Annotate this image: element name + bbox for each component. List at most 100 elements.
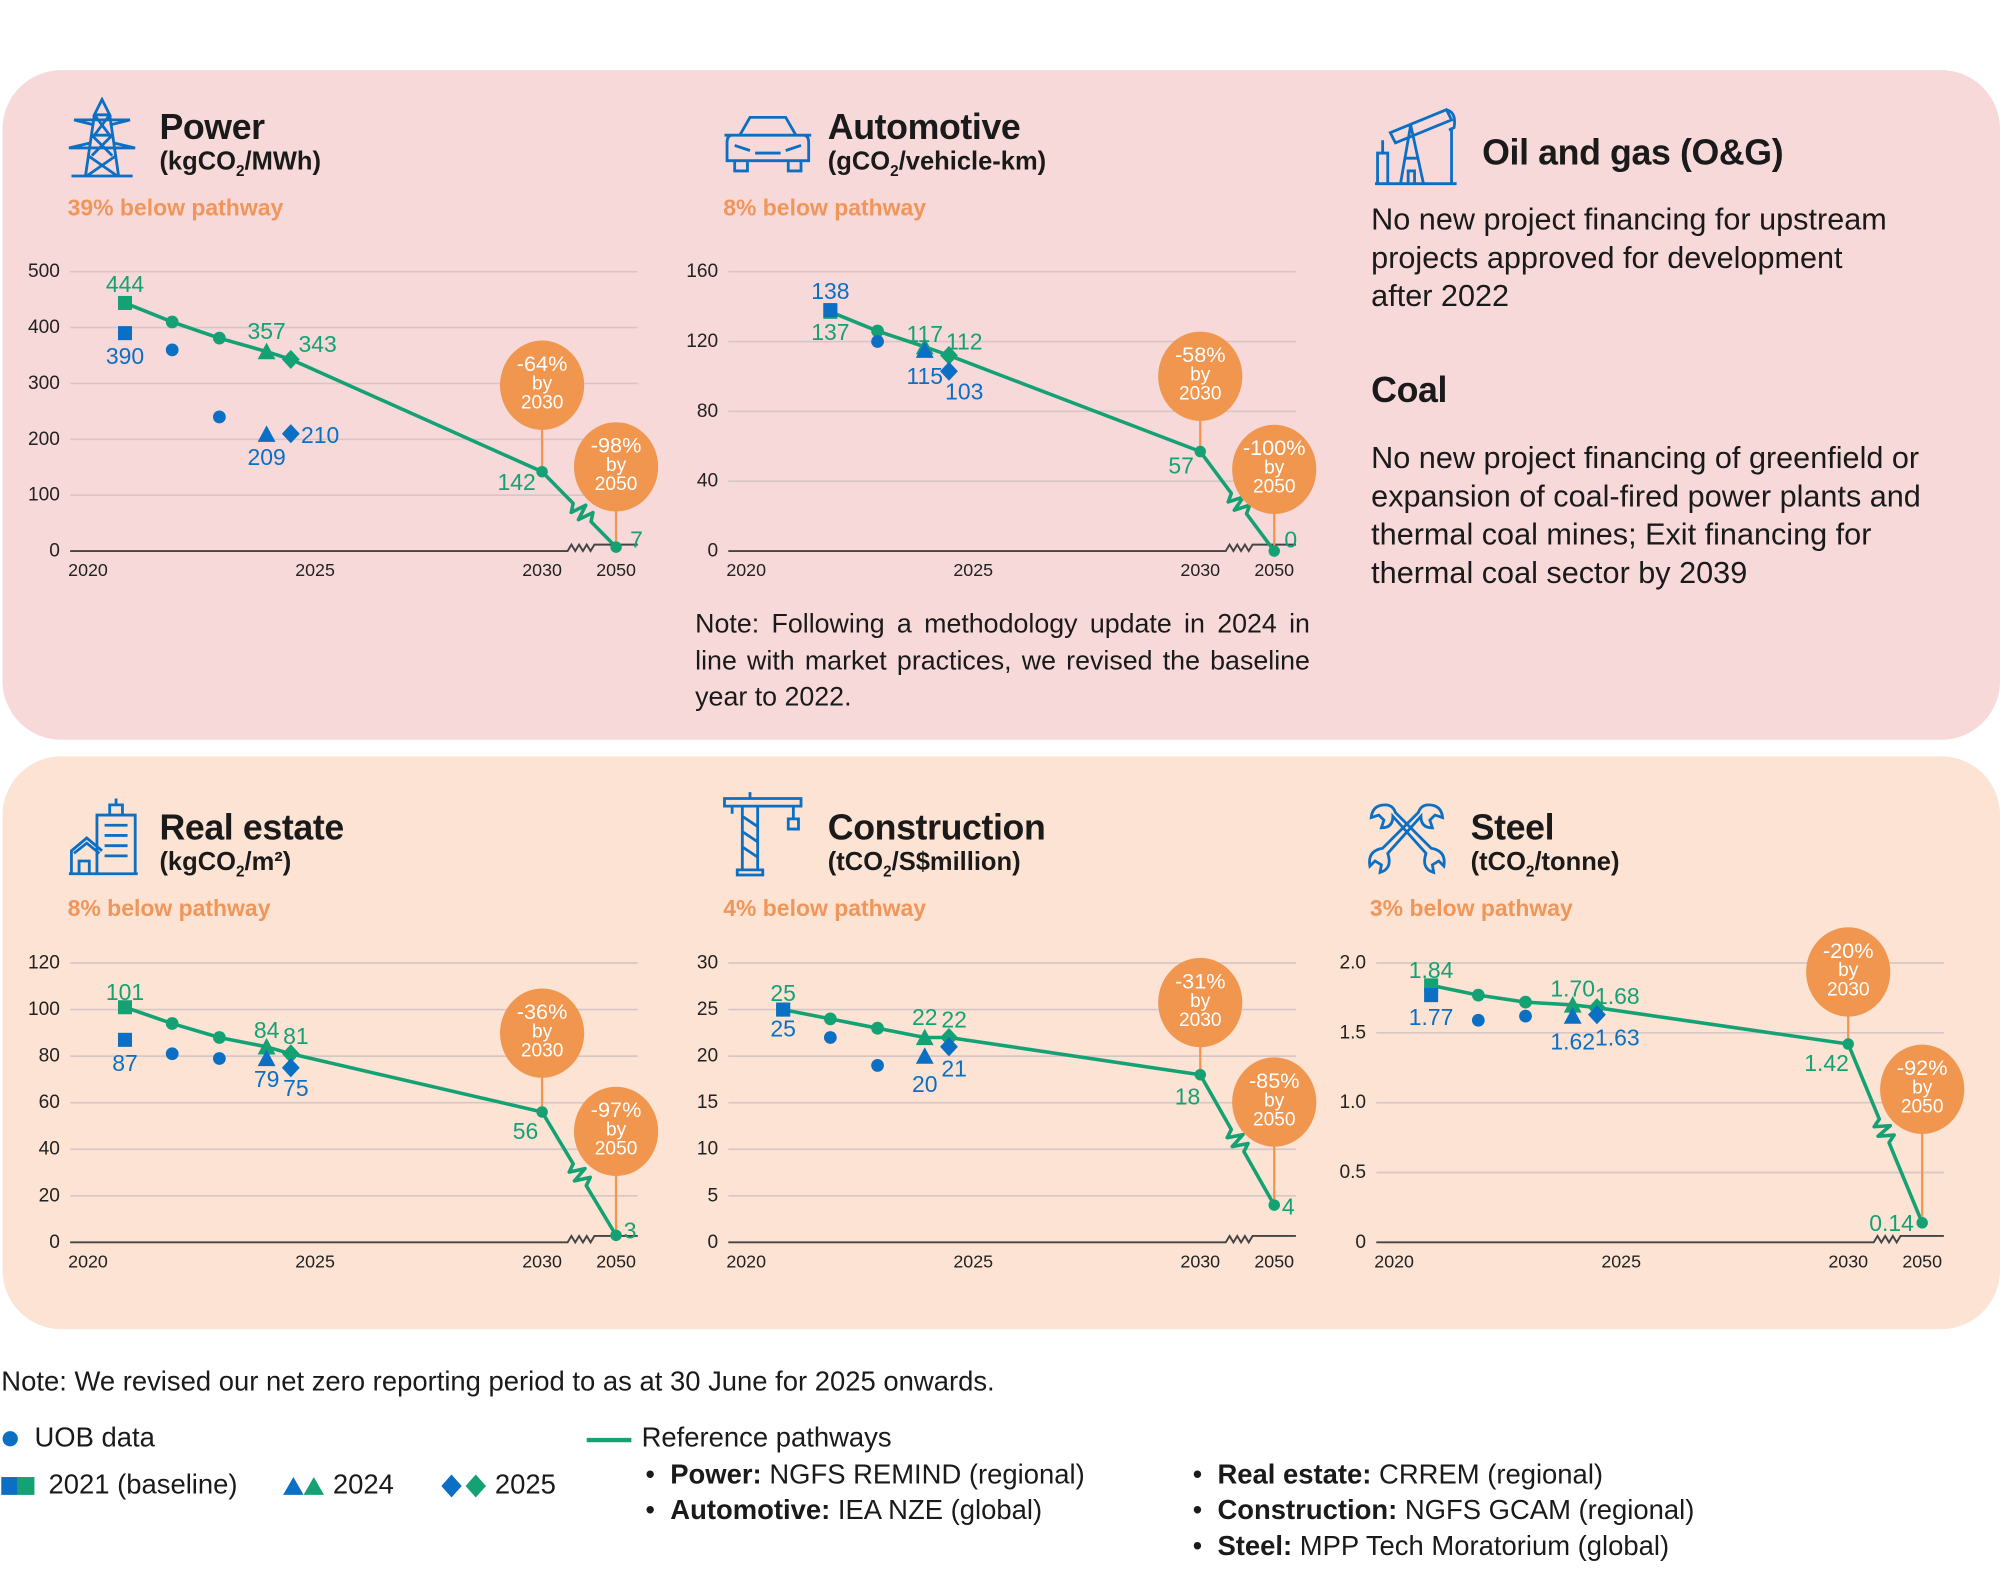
- y-tick-label: 80: [39, 1046, 60, 1067]
- badge-2030-value: -64%: [517, 351, 568, 376]
- uob-point-2024: [257, 425, 276, 442]
- construction-below-pathway: 4% below pathway: [723, 895, 927, 921]
- y-tick-label: 40: [39, 1139, 60, 1160]
- badge-2030-year: 2030: [1179, 384, 1222, 405]
- pathway-label-2024: 357: [247, 318, 285, 344]
- car-icon: [724, 115, 812, 173]
- y-tick-label: 80: [697, 401, 718, 422]
- pathway-label-2025: 1.68: [1595, 983, 1640, 1009]
- uob-label-2024: 79: [254, 1066, 280, 1092]
- uob-point-2021: [1424, 988, 1439, 1003]
- y-tick-label: 5: [707, 1185, 718, 1206]
- ref-automotive: • Automotive: IEA NZE (global): [645, 1494, 1043, 1526]
- power-below-pathway: 39% below pathway: [67, 195, 284, 221]
- pathway-label-2025: 112: [946, 328, 983, 354]
- power-unit: (kgCO2/MWh): [159, 147, 322, 180]
- ref-construction: • Construction: NGFS GCAM (regional): [1192, 1494, 1695, 1526]
- y-tick-label: 160: [686, 261, 718, 282]
- pathway-point-2030: [536, 1106, 548, 1118]
- x-tick-label: 2025: [953, 560, 993, 580]
- y-tick-label: 20: [697, 1046, 718, 1067]
- badge-2030-year: 2030: [1827, 979, 1870, 1000]
- x-tick-label: 2030: [522, 560, 562, 580]
- x-tick-label: 2050: [1902, 1251, 1942, 1271]
- badge-2030-value: -31%: [1175, 968, 1226, 993]
- pathway-point-2023: [871, 1021, 884, 1035]
- coal-text: No new project financing of greenfield o…: [1371, 441, 1921, 591]
- x-tick-label: 2050: [1254, 560, 1294, 580]
- pathway-label-2050: 3: [624, 1217, 637, 1243]
- uob-label-2025: 75: [283, 1075, 309, 1101]
- badge-2050-year: 2050: [1253, 1109, 1296, 1130]
- badge-2030-by: by: [1190, 364, 1211, 385]
- y-tick-label: 0: [49, 1232, 60, 1253]
- pathway-point-2050: [1268, 545, 1280, 557]
- uob-point-2022: [1471, 1013, 1485, 1027]
- pathway-label-2030: 142: [497, 469, 535, 495]
- pathway-point-2050: [1268, 1199, 1280, 1211]
- steel-below-pathway: 3% below pathway: [1369, 895, 1573, 921]
- badge-2050-by: by: [606, 1120, 627, 1141]
- triangle-green-icon: [303, 1477, 324, 1495]
- pathway-label-2024: 1.70: [1550, 975, 1595, 1001]
- badge-2050: [573, 422, 659, 512]
- badge-2030-by: by: [532, 373, 553, 394]
- uob-label-2021: 25: [770, 1016, 796, 1042]
- uob-point-2022: [823, 303, 838, 318]
- legend-baseline: 2021 (baseline): [48, 1469, 238, 1500]
- badge-2030: [1806, 927, 1891, 1017]
- pathway-label-2021: 1.84: [1409, 957, 1454, 983]
- pathway-label-2021: 25: [770, 980, 796, 1006]
- uob-label-2025: 1.63: [1595, 1025, 1640, 1051]
- badge-2050-value: -85%: [1249, 1068, 1300, 1093]
- uob-label-2021: 390: [106, 343, 144, 369]
- y-tick-label: 10: [697, 1139, 718, 1160]
- uob-point-2024: [257, 1049, 276, 1067]
- badge-2030-year: 2030: [521, 393, 564, 414]
- diamond-blue-icon: [441, 1474, 462, 1498]
- steel-title: Steel: [1470, 807, 1555, 847]
- pathway-point-2023: [213, 331, 226, 345]
- x-tick-label: 2025: [1601, 1251, 1641, 1271]
- ref-power: • Power: NGFS REMIND (regional): [645, 1459, 1085, 1490]
- x-tick-label: 2020: [1374, 1251, 1414, 1271]
- x-tick-label: 2025: [295, 560, 335, 580]
- y-tick-label: 200: [28, 429, 60, 450]
- automotive-below-pathway: 8% below pathway: [723, 195, 927, 221]
- badge-2050-year: 2050: [595, 474, 638, 495]
- x-tick-label: 2030: [522, 1251, 562, 1271]
- y-tick-label: 1.5: [1339, 1022, 1366, 1043]
- pathway-label-2025: 22: [941, 1007, 967, 1033]
- top-panel: [2, 70, 2000, 740]
- badge-2050: [1232, 424, 1317, 515]
- construction-title: Construction: [827, 807, 1046, 847]
- x-tick-label: 2020: [68, 1251, 108, 1271]
- building-icon: [68, 798, 138, 876]
- power-title: Power: [159, 107, 265, 147]
- x-tick-label: 2030: [1180, 560, 1220, 580]
- y-tick-label: 2.0: [1339, 953, 1366, 974]
- uob-label-2024: 209: [247, 444, 285, 470]
- x-tick-label: 2030: [1180, 1251, 1220, 1271]
- automotive-note: Note: Following a methodology update in …: [695, 609, 1310, 712]
- uob-point-2025: [940, 361, 958, 381]
- pathway-point-2022: [1471, 988, 1485, 1002]
- uob-point-2024: [915, 1047, 934, 1064]
- badge-2030: [1158, 331, 1243, 421]
- realestate-unit: (kgCO2/m²): [159, 848, 292, 881]
- pathway-label-2030: 18: [1175, 1083, 1201, 1109]
- badge-2030: [1158, 957, 1243, 1048]
- y-tick-label: 0: [707, 1232, 718, 1253]
- badge-2050: [573, 1086, 659, 1177]
- uob-label-2022: 138: [811, 278, 849, 304]
- y-tick-label: 0: [1355, 1232, 1366, 1253]
- automotive-title: Automotive: [827, 107, 1021, 147]
- badge-2050: [1880, 1044, 1965, 1134]
- pathway-label-2050: 4: [1282, 1193, 1295, 1219]
- uob-point-2022: [823, 1031, 837, 1044]
- badge-2050: [1232, 1057, 1317, 1147]
- diamond-green-icon: [465, 1474, 486, 1498]
- pathway-point-2021: [117, 1000, 133, 1015]
- x-tick-label: 2025: [953, 1251, 993, 1271]
